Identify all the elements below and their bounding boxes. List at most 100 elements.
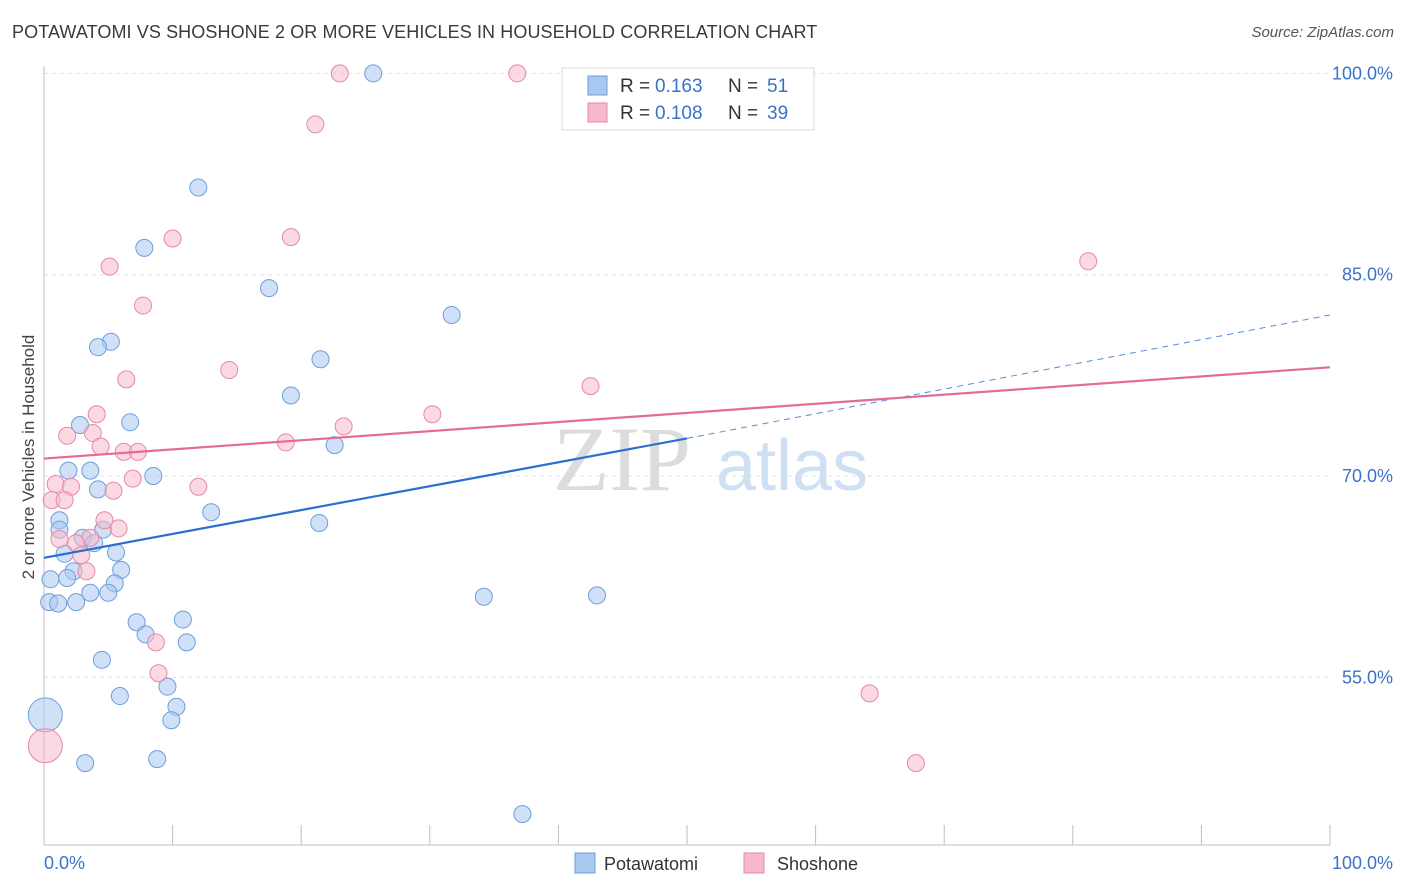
legend-n-label-shoshone: N =: [728, 103, 758, 124]
potawatomi-point: [99, 583, 118, 602]
shoshone-point: [46, 475, 65, 494]
trend-layer: [43, 314, 1331, 559]
potawatomi-point: [92, 650, 111, 669]
shoshone-point: [860, 684, 879, 703]
potawatomi-point: [513, 805, 532, 824]
x-tick-label-min: 0.0%: [44, 853, 85, 873]
potawatomi-point: [76, 754, 95, 773]
shoshone-point: [27, 728, 63, 764]
shoshone-point: [117, 370, 136, 389]
potawatomi-point: [281, 386, 300, 405]
potawatomi-point: [162, 711, 181, 730]
shoshone-point: [100, 257, 119, 276]
potawatomi-point: [364, 64, 383, 83]
legend-r-label-shoshone: R =: [620, 103, 650, 124]
source-label: Source: ZipAtlas.com: [1251, 24, 1394, 41]
shoshone-point: [109, 519, 128, 538]
potawatomi-point: [110, 687, 129, 706]
potawatomi-trendline-extension: [686, 314, 1331, 439]
bottom-legend-swatch-potawatomi: [574, 852, 596, 874]
y-tick-label: 55.0%: [1342, 667, 1393, 687]
potawatomi-point: [474, 587, 493, 606]
potawatomi-point: [587, 586, 606, 605]
potawatomi-point: [311, 350, 330, 369]
legend-n-value-potawatomi: 51: [767, 76, 788, 97]
shoshone-point: [581, 377, 600, 396]
shoshone-point: [50, 530, 69, 549]
bottom-legend-label-shoshone: Shoshone: [777, 854, 858, 874]
legend-r-value-potawatomi: 0.163: [655, 76, 703, 97]
potawatomi-point: [71, 415, 90, 434]
potawatomi-point: [127, 613, 146, 632]
potawatomi-point: [202, 503, 221, 522]
shoshone-point: [330, 64, 349, 83]
potawatomi-point: [189, 178, 208, 197]
shoshone-point: [189, 477, 208, 496]
legend-r-value-shoshone: 0.108: [655, 103, 703, 124]
watermark: ZIP atlas: [553, 408, 868, 510]
potawatomi-point: [148, 750, 167, 769]
potawatomi-point: [442, 305, 461, 324]
legend-n-value-shoshone: 39: [767, 103, 788, 124]
potawatomi-point: [27, 697, 63, 733]
shoshone-point: [163, 229, 182, 248]
potawatomi-point: [49, 594, 68, 613]
shoshone-point: [83, 424, 102, 443]
points-layer: [27, 64, 1098, 824]
shoshone-point: [220, 360, 239, 379]
shoshone-point: [423, 405, 442, 424]
potawatomi-point: [144, 466, 163, 485]
shoshone-point: [77, 562, 96, 581]
potawatomi-point: [81, 461, 100, 480]
potawatomi-point: [89, 480, 108, 499]
potawatomi-point: [67, 593, 86, 612]
shoshone-trendline: [43, 366, 1331, 460]
potawatomi-point: [260, 279, 279, 298]
shoshone-point: [134, 296, 153, 315]
legend-swatch-shoshone: [587, 102, 608, 123]
legend-n-label-potawatomi: N =: [728, 76, 758, 97]
potawatomi-point: [81, 583, 100, 602]
shoshone-point: [104, 481, 123, 500]
potawatomi-point: [121, 413, 140, 432]
shoshone-point: [87, 405, 106, 424]
shoshone-point: [1079, 252, 1098, 271]
chart-title: POTAWATOMI VS SHOSHONE 2 OR MORE VEHICLE…: [12, 22, 818, 42]
potawatomi-point: [58, 568, 77, 587]
potawatomi-point: [135, 238, 154, 257]
potawatomi-point: [41, 570, 60, 589]
labels-layer: 100.0% 85.0% 70.0% 55.0% 0.0% 100.0%: [44, 63, 1393, 873]
potawatomi-point: [89, 338, 108, 357]
bottom-legend: Potawatomi Shoshone: [574, 852, 858, 874]
shoshone-point: [906, 754, 925, 773]
potawatomi-trendline: [43, 437, 688, 559]
potawatomi-point: [310, 513, 329, 532]
legend-swatch-potawatomi: [587, 75, 608, 96]
shoshone-point: [149, 664, 168, 683]
shoshone-point: [306, 115, 325, 134]
shoshone-point: [91, 437, 110, 456]
potawatomi-point: [177, 633, 196, 652]
shoshone-point: [146, 633, 165, 652]
bottom-legend-swatch-shoshone: [743, 852, 765, 874]
stats-legend: R = 0.163 N = 51 R = 0.108 N = 39: [561, 67, 815, 131]
shoshone-point: [508, 64, 527, 83]
watermark-atlas: atlas: [716, 426, 868, 506]
y-tick-label: 85.0%: [1342, 265, 1393, 285]
potawatomi-point: [325, 436, 344, 455]
shoshone-point: [334, 417, 353, 436]
y-tick-label: 70.0%: [1342, 466, 1393, 486]
y-tick-label: 100.0%: [1332, 63, 1393, 83]
shoshone-point: [58, 426, 77, 445]
x-tick-label-max: 100.0%: [1332, 853, 1393, 873]
shoshone-point: [281, 228, 300, 247]
shoshone-point: [123, 469, 142, 488]
potawatomi-point: [59, 461, 78, 480]
potawatomi-point: [158, 677, 177, 696]
grid-layer: [44, 72, 1330, 678]
y-axis-title: 2 or more Vehicles in Household: [19, 335, 38, 580]
potawatomi-point: [173, 610, 192, 629]
shoshone-point: [55, 491, 74, 510]
shoshone-point: [95, 511, 114, 530]
